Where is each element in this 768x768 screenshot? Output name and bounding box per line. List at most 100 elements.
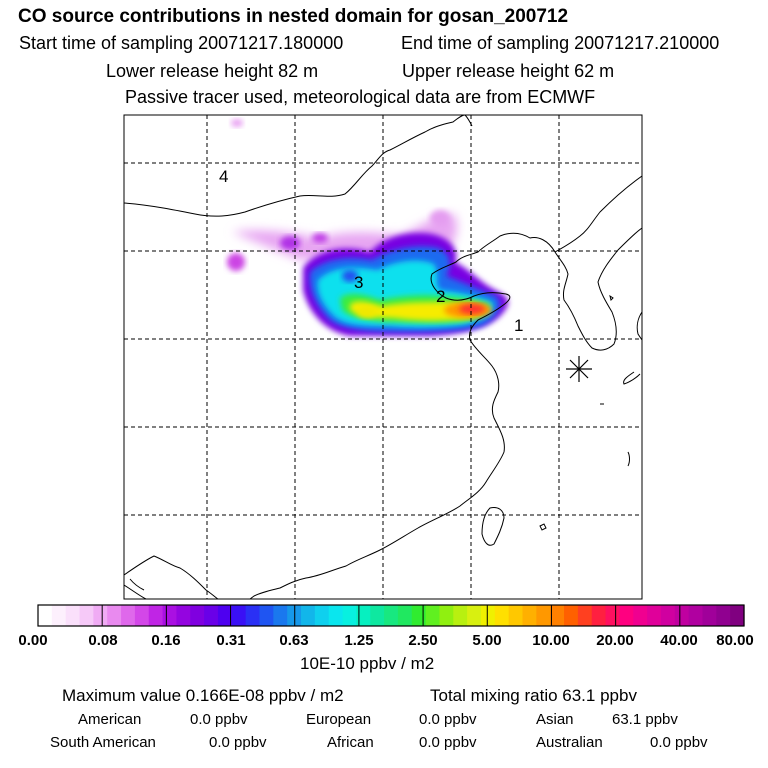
source-name: African <box>327 734 374 751</box>
colorbar-swatch <box>425 605 441 626</box>
colorbar-swatch <box>536 605 551 626</box>
coastline <box>627 451 630 467</box>
region-label-4: 4 <box>219 167 228 186</box>
colorbar-swatch <box>245 605 261 626</box>
taiwan-coastline <box>481 507 505 546</box>
source-name: South American <box>50 734 156 751</box>
coastline <box>249 339 505 599</box>
source-name: American <box>78 711 142 728</box>
region-label-2: 2 <box>436 287 445 306</box>
colorbar-swatch <box>107 605 122 626</box>
plume-spot <box>231 119 243 127</box>
colorbar-swatch <box>453 605 468 626</box>
colorbar-frame <box>37 604 745 627</box>
colorbar-swatch <box>564 605 579 626</box>
colorbar-tick: 40.00 <box>660 632 698 649</box>
colorbar-swatch <box>674 605 690 626</box>
source-value: 63.1 ppbv <box>612 711 678 728</box>
coastline <box>623 371 641 385</box>
colorbar-swatch <box>716 605 731 626</box>
colorbar-swatch <box>65 605 81 626</box>
colorbar-swatch <box>38 605 53 626</box>
colorbar-swatch <box>591 605 607 626</box>
colorbar-swatch <box>619 605 634 626</box>
colorbar-tick: 1.25 <box>344 632 374 649</box>
colorbar <box>38 605 745 626</box>
colorbar-tick: 10.00 <box>532 632 570 649</box>
colorbar-swatch <box>397 605 413 626</box>
asterisk-icon <box>566 356 592 382</box>
source-value: 0.0 ppbv <box>650 734 708 751</box>
plot-title: CO source contributions in nested domain… <box>18 6 569 27</box>
colorbar-swatch <box>231 605 247 626</box>
colorbar-swatch <box>688 605 704 626</box>
island <box>539 523 547 531</box>
colorbar-swatch <box>176 605 191 626</box>
source-name: Australian <box>536 734 603 751</box>
colorbar-swatch <box>314 605 330 626</box>
map-frame <box>123 114 643 600</box>
border-line <box>124 555 219 599</box>
source-value: 0.0 ppbv <box>190 711 248 728</box>
region-label-3: 3 <box>354 273 363 292</box>
colorbar-swatch <box>273 605 288 626</box>
colorbar-swatch <box>577 605 593 626</box>
colorbar-swatch <box>508 605 524 626</box>
colorbar-tick: 0.16 <box>151 632 181 649</box>
colorbar-swatch <box>370 605 385 626</box>
colorbar-tick: 5.00 <box>472 632 502 649</box>
island <box>609 294 614 301</box>
colorbar-swatch <box>702 605 717 626</box>
colorbar-tick: 2.50 <box>408 632 438 649</box>
colorbar-tick: 0.63 <box>279 632 309 649</box>
source-value: 0.0 ppbv <box>209 734 267 751</box>
colorbar-swatch <box>494 605 510 626</box>
coastline <box>636 311 642 341</box>
colorbar-swatch <box>605 605 621 626</box>
coastline-layer <box>124 115 642 599</box>
tracer-note: Passive tracer used, meteorological data… <box>125 87 596 107</box>
total-mixing-label: Total mixing ratio 63.1 ppbv <box>430 686 637 705</box>
coastline <box>124 584 147 599</box>
coastline <box>129 578 145 591</box>
colorbar-tick: 0.31 <box>216 632 246 649</box>
colorbar-swatch <box>217 605 233 626</box>
colorbar-swatch <box>439 605 454 626</box>
source-value: 0.0 ppbv <box>419 711 477 728</box>
plume-spot <box>227 253 245 271</box>
colorbar-swatch <box>730 605 745 626</box>
colorbar-swatch <box>162 605 178 626</box>
colorbar-swatch <box>342 605 357 626</box>
colorbar-swatch <box>121 605 136 626</box>
colorbar-swatch <box>647 605 662 626</box>
colorbar-tick: 0.08 <box>88 632 118 649</box>
colorbar-swatch <box>51 605 67 626</box>
colorbar-tick: 20.00 <box>596 632 634 649</box>
source-value: 0.0 ppbv <box>419 734 477 751</box>
colorbar-swatch <box>93 605 108 626</box>
end-time-label: End time of sampling 20071217.210000 <box>401 33 720 53</box>
source-name: European <box>306 711 372 728</box>
colorbar-swatch <box>480 605 496 626</box>
colorbar-swatch <box>148 605 164 626</box>
plume-layer <box>227 119 509 336</box>
colorbar-swatch <box>259 605 274 626</box>
colorbar-swatch <box>384 605 399 626</box>
colorbar-swatch <box>411 605 427 626</box>
colorbar-swatch <box>134 605 150 626</box>
colorbar-swatch <box>633 605 648 626</box>
start-time-label: Start time of sampling 20071217.180000 <box>19 33 344 53</box>
colorbar-swatch <box>550 605 565 626</box>
coastline <box>430 232 556 341</box>
upper-release-label: Upper release height 62 m <box>402 61 615 81</box>
colorbar-swatch <box>522 605 537 626</box>
colorbar-tick: 80.00 <box>716 632 754 649</box>
colorbar-swatch <box>660 605 676 626</box>
colorbar-tick: 0.00 <box>18 632 48 649</box>
colorbar-swatch <box>301 605 316 626</box>
border-line <box>124 115 466 217</box>
source-name: Asian <box>536 711 574 728</box>
colorbar-swatch <box>190 605 205 626</box>
coastline <box>554 227 642 351</box>
